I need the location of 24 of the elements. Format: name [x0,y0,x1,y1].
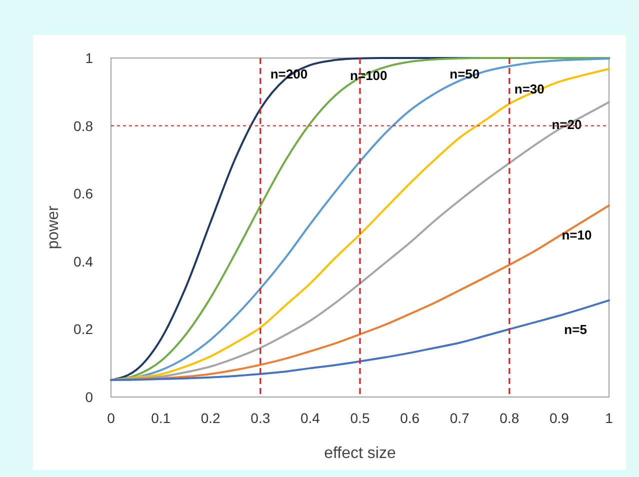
y-tick-label: 0.2 [74,321,94,338]
y-tick-label: 0.4 [74,253,94,270]
y-tick-label: 0 [85,389,94,405]
y-tick-label: 0.6 [74,186,94,202]
x-tick-label: 0.8 [500,410,520,426]
x-tick-label: 0.1 [151,410,171,426]
series-label: n=50 [450,66,480,82]
series-label: n=5 [564,322,587,338]
x-tick-label: 0.5 [350,410,370,426]
x-tick-label: 0.3 [250,410,270,426]
series-label: n=20 [552,117,582,132]
x-tick-label: 0 [107,410,116,426]
x-tick-label: 0.7 [450,410,470,426]
x-tick-label: 1 [605,410,614,426]
y-tick-label: 1 [85,50,94,66]
x-tick-label: 0.4 [300,410,320,426]
series-label: n=10 [562,227,592,242]
y-axis-title: power [45,205,62,250]
x-axis-title: effect size [324,445,396,462]
x-tick-label: 0.6 [400,410,420,426]
x-tick-label: 0.2 [200,410,221,426]
line-series [110,299,610,382]
x-tick-label: 0.9 [549,410,570,426]
y-tick-label: 0.8 [74,118,94,134]
